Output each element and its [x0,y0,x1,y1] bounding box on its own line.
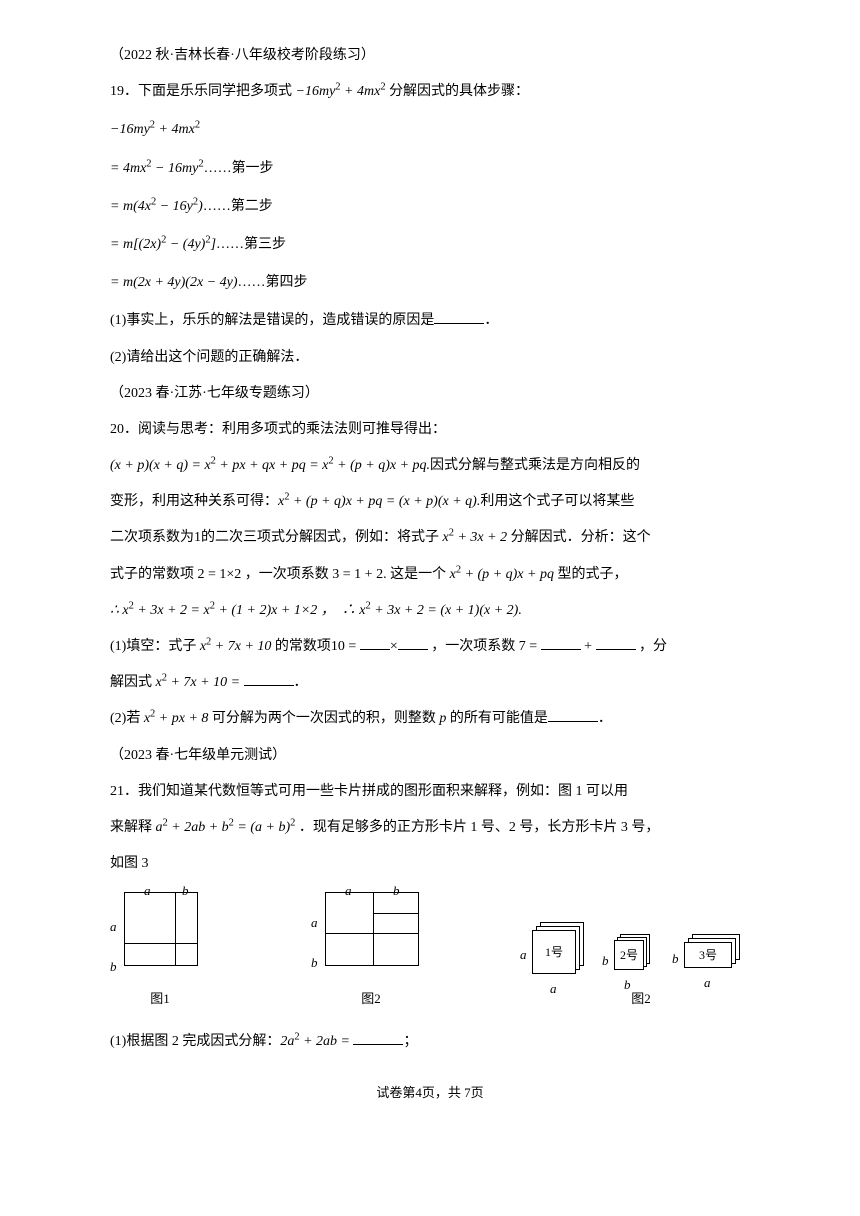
q19-intro-text: 19．下面是乐乐同学把多项式 [110,84,296,99]
figure-2: a b a b 图2 [311,892,431,1014]
step2: = m(4x2 − 16y2)……第二步 [110,191,750,223]
q20-line2: 变形，利用这种关系可得：x2 + (p + q)x + pq = (x + p)… [110,486,750,518]
fig2-label: 图2 [361,984,381,1014]
q19-sub2: (2)请给出这个问题的正确解法． [110,342,750,374]
q21-text2b: ．现有足够多的正方形卡片 1 号、2 号，长方形卡片 3 号， [295,820,659,835]
q20-text1: 因式分解与整式乘法是方向相反的 [430,458,640,473]
q20-2d: ． [598,711,612,726]
figure-1: a b a b 图1 [110,892,210,1014]
q20-text4a: 式子的常数项 2 = 1×2 ，一次项系数 3 = 1 + 2. 这是一个 [110,567,450,582]
blank-21-1[interactable] [353,1031,403,1045]
q20-sub2: (2)若 x2 + px + 8 可分解为两个一次因式的积，则整数 p 的所有可… [110,703,750,735]
card-2: 2号 [614,940,644,970]
q20-form3: x2 + (p + q)x + pq [450,567,554,582]
fig1-label: 图1 [150,984,170,1014]
q20-2expr: x2 + px + 8 [144,711,209,726]
card2-lbl-b-left: b [602,946,609,976]
card2-lbl-b-bot: b [624,970,631,1000]
q20-therefore: ∴ x2 + 3x + 2 = x2 + (1 + 2)x + 1×2 ， ∴ … [110,595,750,627]
step0: −16my2 + 4mx2 [110,114,750,146]
source-21: （2023 春·七年级单元测试） [110,740,750,772]
q20-text4b: 型的式子， [554,567,628,582]
q19-sub1: (1)事实上，乐乐的解法是错误的，造成错误的原因是 ． [110,305,750,337]
q20-sub1-line2: 解因式 x2 + 7x + 10 = ． [110,667,750,699]
q20-1e: + [581,639,596,654]
fig2-lbl-a-left: a [311,908,318,938]
q20-1g: 解因式 [110,675,156,690]
blank-19-1[interactable] [434,310,484,324]
q19-poly: −16my2 + 4mx2 [296,84,386,99]
step1-label: ……第一步 [204,161,274,176]
q20-1c: × [390,639,398,654]
q20-2a: (2)若 [110,711,144,726]
card1-lbl-a-bot: a [550,974,557,1004]
step1: = 4mx2 − 16my2……第一步 [110,153,750,185]
card-1: 1号 [532,930,576,974]
blank-20-1c[interactable] [541,636,581,650]
q21-line3: 如图 3 [110,848,750,880]
blank-20-1b[interactable] [398,636,428,650]
step4: = m(2x + 4y)(2x − 4y)……第四步 [110,267,750,299]
q21-1b: ； [403,1034,417,1049]
q20-formula1: (x + p)(x + q) = x2 + px + qx + pq = x2 … [110,458,430,473]
q20-text3a: 二次项系数为1的二次三项式分解因式，例如：将式子 [110,530,443,545]
q20-1d: ，一次项系数 7 = [428,639,541,654]
q20-line3: 二次项系数为1的二次三项式分解因式，例如：将式子 x2 + 3x + 2 分解因… [110,522,750,554]
q20-sub1-line1: (1)填空：式子 x2 + 7x + 10 的常数项10 = × ，一次项系数 … [110,631,750,663]
q21-line1: 21．我们知道某代数恒等式可用一些卡片拼成的图形面积来解释，例如：图 1 可以用 [110,776,750,808]
blank-20-1e[interactable] [244,672,294,686]
source-20: （2023 春·江苏·七年级专题练习） [110,378,750,410]
blank-20-1a[interactable] [360,636,390,650]
q21-sub1: (1)根据图 2 完成因式分解：2a2 + 2ab = ； [110,1026,750,1058]
q20-2c: 的所有可能值是 [446,711,548,726]
fig2-lbl-b-left: b [311,948,318,978]
q19-intro: 19．下面是乐乐同学把多项式 −16my2 + 4mx2 分解因式的具体步骤： [110,76,750,108]
q20-ex1: x2 + 3x + 2 [443,530,508,545]
blank-20-1d[interactable] [596,636,636,650]
blank-20-2[interactable] [548,708,598,722]
q20-1a: (1)填空：式子 [110,639,200,654]
q21-eq: a2 + 2ab + b2 = (a + b)2 [156,820,296,835]
q20-1f: ，分 [636,639,668,654]
q20-line1: (x + p)(x + q) = x2 + px + qx + pq = x2 … [110,450,750,482]
q19-1-text: (1)事实上，乐乐的解法是错误的，造成错误的原因是 [110,313,434,328]
q19-1-period: ． [484,313,498,328]
fig3-label: 图2 [631,984,651,1014]
page-footer: 试卷第4页，共 7页 [110,1078,750,1108]
source-19: （2022 秋·吉林长春·八年级校考阶段练习） [110,40,750,72]
q21-line2: 来解释 a2 + 2ab + b2 = (a + b)2 ．现有足够多的正方形卡… [110,812,750,844]
q20-1h: ． [294,675,308,690]
fig1-lbl-b-left: b [110,952,117,982]
q20-formula2: x2 + (p + q)x + pq = (x + p)(x + q). [278,494,480,509]
card-3-group: b 3号 a [684,934,750,982]
q21-text2a: 来解释 [110,820,156,835]
figures-row: a b a b 图1 a b a b 图2 [110,892,750,1014]
q20-1expr: x2 + 7x + 10 [200,639,272,654]
q20-text2a: 变形，利用这种关系可得： [110,494,278,509]
step3-label: ……第三步 [216,237,286,252]
figure-cards: a 1号 a b 2号 b b [532,922,750,1014]
card1-lbl-a-left: a [520,940,527,970]
fig1-lbl-a-left: a [110,912,117,942]
card-2-group: b 2号 b [614,934,662,982]
step2-label: ……第二步 [203,199,273,214]
q21-1a: (1)根据图 2 完成因式分解： [110,1034,280,1049]
q20-text2b: 利用这个式子可以将某些 [480,494,634,509]
card-1-group: a 1号 a [532,922,592,982]
step3: = m[(2x)2 − (4y)2]……第三步 [110,229,750,261]
q19-intro-text2: 分解因式的具体步骤： [386,84,530,99]
card3-lbl-b-left: b [672,944,679,974]
q20-text3b: 分解因式．分析：这个 [507,530,651,545]
q20-intro: 20．阅读与思考：利用多项式的乘法法则可推导得出： [110,414,750,446]
q20-2b: 可分解为两个一次因式的积，则整数 [208,711,439,726]
q21-1expr: 2a2 + 2ab = [280,1034,353,1049]
q20-1b: 的常数项10 = [271,639,359,654]
card-3: 3号 [684,942,732,968]
step4-label: ……第四步 [238,275,308,290]
card3-lbl-a-bot: a [704,968,711,998]
q20-1expr2: x2 + 7x + 10 = [156,675,244,690]
q20-line4: 式子的常数项 2 = 1×2 ，一次项系数 3 = 1 + 2. 这是一个 x2… [110,559,750,591]
q20-therefore-math: ∴ x2 + 3x + 2 = x2 + (1 + 2)x + 1×2 ， ∴ … [110,603,522,618]
